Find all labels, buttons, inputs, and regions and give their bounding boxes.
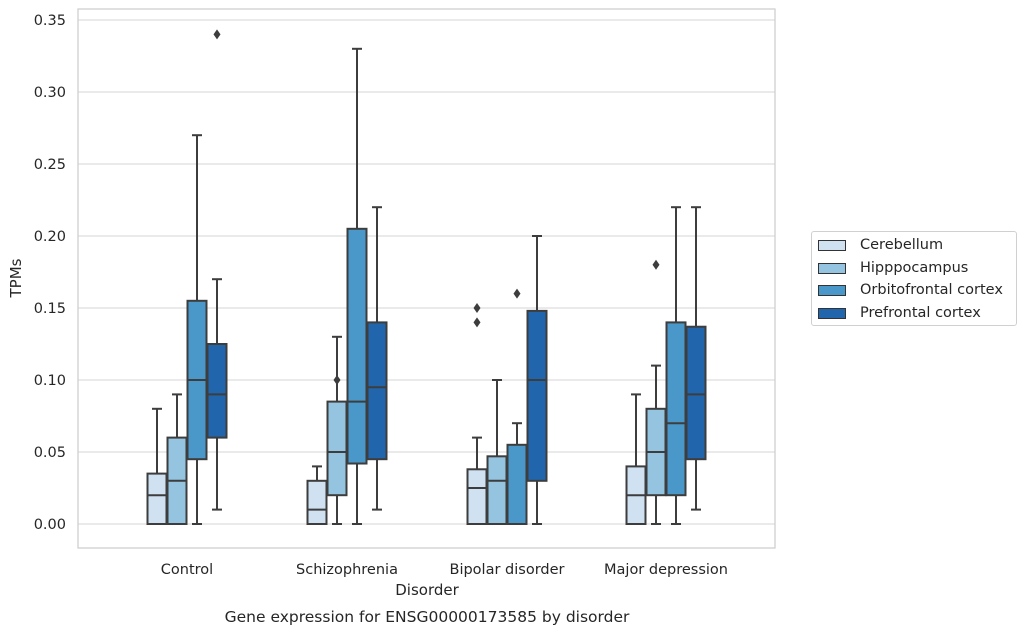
y-tick-label: 0.30 bbox=[34, 85, 66, 101]
legend-label: Prefrontal cortex bbox=[860, 305, 981, 321]
box-group bbox=[685, 206, 707, 511]
box bbox=[685, 325, 707, 461]
y-tick-labels: 0.00 0.05 0.10 0.15 0.20 0.25 0.30 0.35 bbox=[34, 13, 66, 533]
legend-swatch bbox=[818, 307, 846, 319]
box-group bbox=[186, 134, 208, 525]
box bbox=[665, 321, 687, 497]
outlier-point bbox=[333, 375, 341, 385]
legend-swatch bbox=[818, 262, 846, 274]
y-axis-label: TPMs bbox=[7, 258, 25, 298]
x-tick-label: Bipolar disorder bbox=[450, 562, 565, 578]
box bbox=[486, 455, 508, 526]
y-tick-label: 0.10 bbox=[34, 373, 66, 389]
box bbox=[346, 227, 368, 465]
legend-swatch bbox=[818, 239, 846, 251]
box-group bbox=[486, 379, 508, 526]
box bbox=[466, 468, 488, 525]
outlier-point bbox=[513, 288, 521, 299]
box bbox=[506, 443, 528, 525]
y-tick-label: 0.15 bbox=[34, 301, 66, 317]
outlier-point bbox=[213, 29, 221, 40]
box bbox=[146, 472, 168, 526]
box-group bbox=[326, 335, 348, 525]
box-group bbox=[466, 303, 488, 525]
y-tick-label: 0.00 bbox=[34, 517, 66, 533]
outlier-point bbox=[473, 303, 481, 313]
box-group bbox=[665, 206, 687, 525]
box-group bbox=[625, 393, 647, 525]
x-tick-label: Control bbox=[161, 562, 213, 578]
box bbox=[526, 309, 548, 482]
legend-label: Hipppocampus bbox=[860, 260, 969, 276]
y-tick-label: 0.05 bbox=[34, 445, 66, 461]
legend-swatch bbox=[818, 284, 846, 296]
box-group bbox=[526, 235, 548, 525]
y-tick-label: 0.25 bbox=[34, 157, 66, 173]
plot-frame bbox=[77, 8, 776, 549]
box bbox=[366, 321, 388, 461]
box-group bbox=[346, 47, 368, 525]
legend-item-hippocampus: Hipppocampus bbox=[818, 258, 968, 278]
box-groups bbox=[146, 29, 707, 526]
box-group bbox=[506, 288, 528, 525]
box-group bbox=[366, 206, 388, 511]
box bbox=[326, 400, 348, 497]
x-axis-label: Disorder bbox=[395, 581, 459, 599]
box-group bbox=[645, 259, 667, 525]
legend-label: Cerebellum bbox=[860, 237, 944, 253]
y-tick-label: 0.35 bbox=[34, 13, 66, 29]
x-tick-label: Major depression bbox=[604, 562, 728, 578]
chart-title: Gene expression for ENSG00000173585 by d… bbox=[225, 608, 630, 626]
legend-item-prefrontal-cortex: Prefrontal cortex bbox=[818, 303, 981, 323]
box bbox=[206, 343, 228, 439]
outlier-point bbox=[473, 317, 481, 328]
box-group bbox=[146, 407, 168, 526]
box-group bbox=[166, 393, 188, 526]
box-group bbox=[206, 29, 228, 511]
x-tick-labels: Control Schizophrenia Bipolar disorder Majo… bbox=[161, 562, 728, 578]
box-group bbox=[306, 465, 328, 525]
box bbox=[306, 479, 328, 525]
x-tick-label: Schizophrenia bbox=[296, 562, 398, 578]
legend-item-cerebellum: Cerebellum bbox=[818, 235, 943, 255]
legend: Cerebellum Hipppocampus Orbitofrontal co… bbox=[811, 231, 1017, 326]
legend-item-orbitofrontal-cortex: Orbitofrontal cortex bbox=[818, 280, 1003, 300]
legend-label: Orbitofrontal cortex bbox=[860, 282, 1003, 298]
y-tick-label: 0.20 bbox=[34, 229, 66, 245]
outlier-point bbox=[652, 259, 660, 270]
